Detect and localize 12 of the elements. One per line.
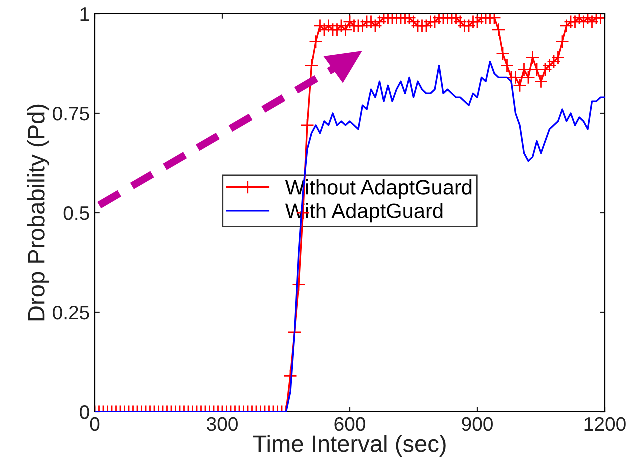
x-tick-label: 1200 [584, 417, 626, 432]
y-tick-label: 0.25 [53, 306, 90, 320]
x-tick-label: 900 [462, 417, 493, 432]
y-tick-label: 0 [80, 405, 90, 420]
x-tick-label: 300 [207, 417, 238, 432]
x-axis-title: Time Interval (sec) [253, 434, 446, 457]
y-tick-label: 0.5 [64, 206, 90, 220]
x-tick-label: 600 [334, 417, 366, 432]
y-axis-title: Drop Probability (Pd) [28, 104, 50, 321]
x-tick-label: 0 [90, 417, 100, 432]
y-tick-label: 0.75 [53, 106, 90, 121]
y-tick-label: 1 [80, 8, 90, 22]
